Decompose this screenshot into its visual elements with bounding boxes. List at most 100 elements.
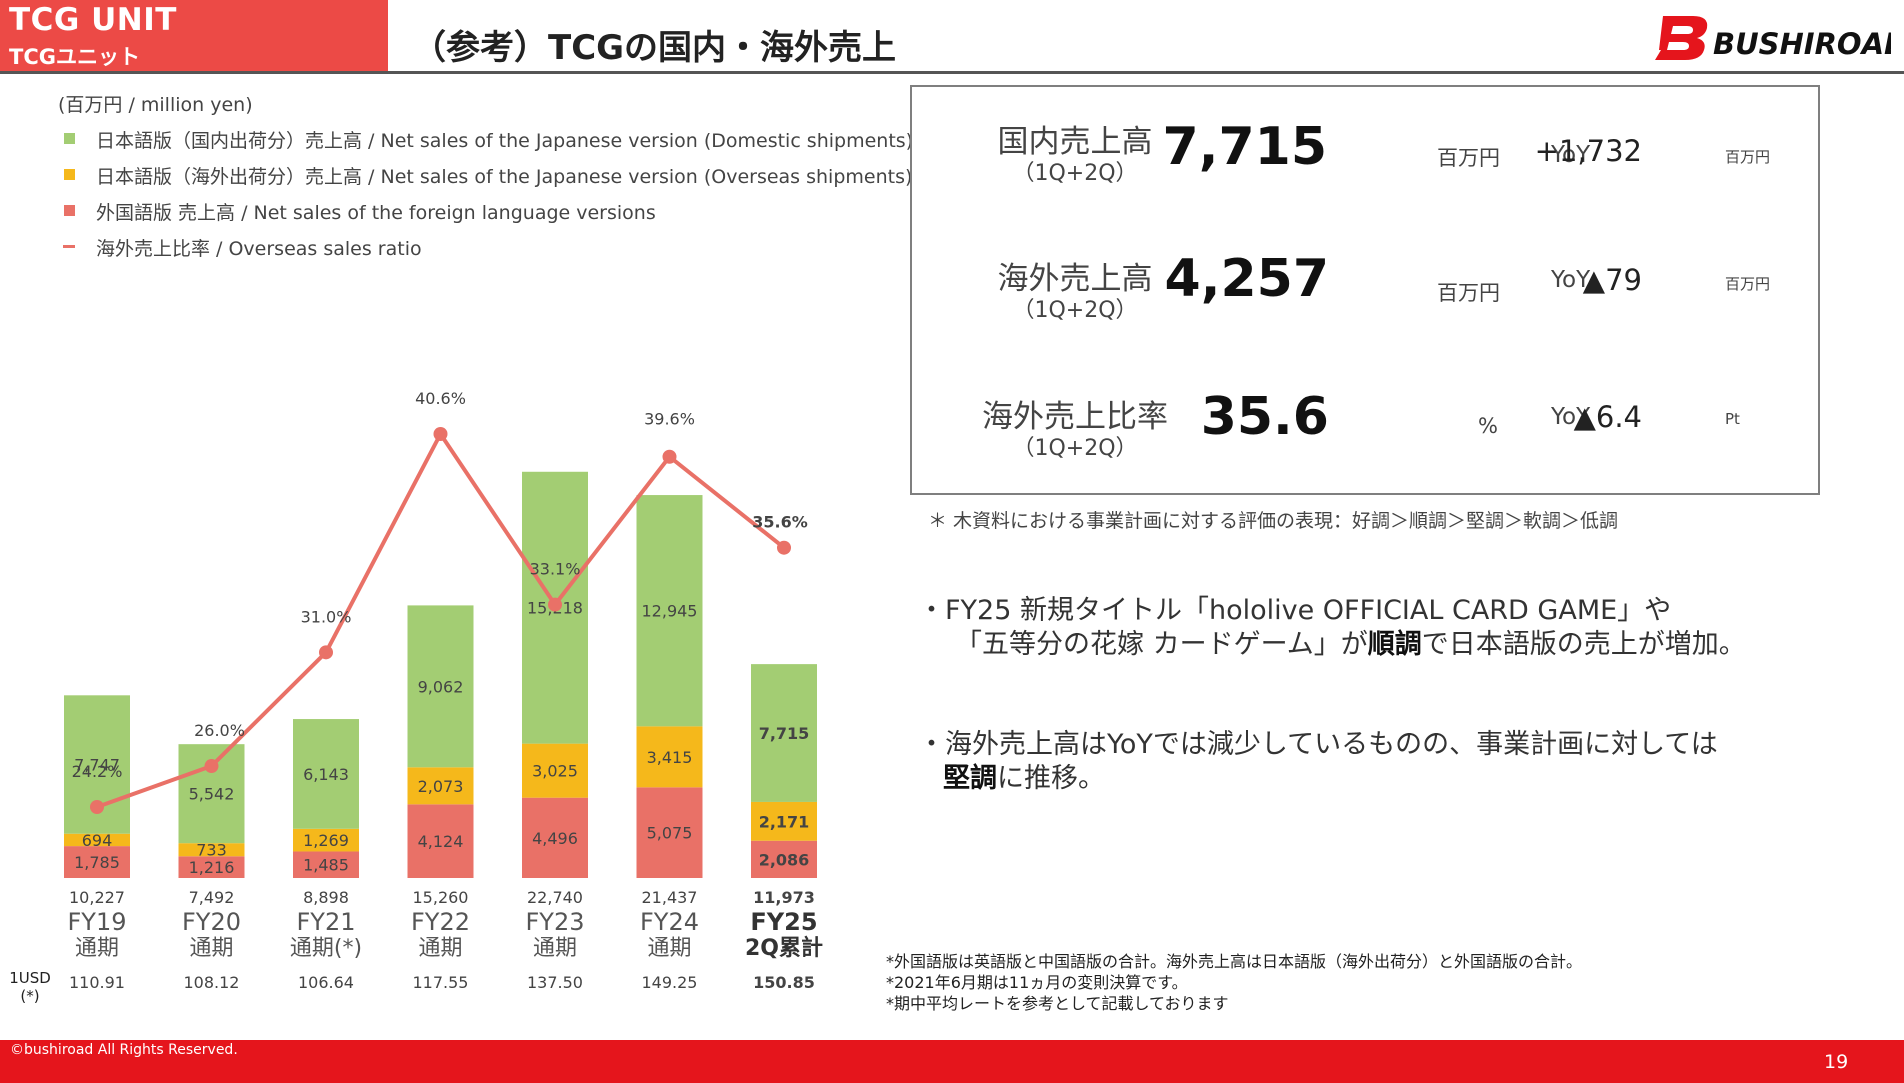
bar-label-foreign: 1,216 — [189, 858, 235, 877]
ratio-label: 40.6% — [415, 389, 466, 408]
bar-label-domestic: 7,715 — [759, 724, 810, 743]
kpi-value-domestic: 7,715 — [1162, 117, 1327, 177]
total-label: 7,492 — [189, 888, 235, 907]
fx-axis-label: 1USD — [9, 969, 51, 987]
bar-foreign — [522, 797, 588, 878]
legend-label-foreign: 外国語版 売上高 / Net sales of the foreign lang… — [96, 202, 656, 224]
ratio-label: 26.0% — [194, 721, 245, 740]
bar-label-overseas: 694 — [82, 831, 113, 850]
legend-label-overseas: 日本語版（海外出荷分）売上高 / Net sales of the Japane… — [96, 166, 913, 188]
ratio-point — [319, 645, 333, 660]
kpi-label-ratio: 海外売上比率 — [982, 399, 1168, 435]
footnote-2: *2021年6月期は11ヵ月の変則決算です。 — [886, 973, 1188, 992]
page-number: 19 — [1824, 1051, 1849, 1073]
kpi-yoy-value-domestic: +1,732 — [1534, 134, 1642, 168]
kpi-yoy-label-overseas: YoY — [1551, 267, 1591, 293]
bar-label-foreign: 4,496 — [532, 829, 578, 848]
legend-label-domestic: 日本語版（国内出荷分）売上高 / Net sales of the Japane… — [96, 130, 914, 152]
total-label: 10,227 — [69, 888, 125, 907]
category-label: 通期 — [189, 936, 233, 961]
bullet-2: ・海外売上高はYoYでは減少しているものの、事業計画に対しては 堅調に推移。 — [918, 728, 1718, 796]
kpi-unit-overseas: 百万円 — [1437, 281, 1500, 305]
kpi-yoy-value-ratio: ▲6.4 — [1573, 400, 1642, 434]
kpi-value-overseas: 4,257 — [1164, 249, 1329, 309]
kpi-yoy-unit-overseas: 百万円 — [1725, 275, 1771, 293]
bar-domestic — [636, 495, 703, 727]
ratio-point — [777, 540, 791, 555]
bar-label-overseas: 2,171 — [759, 812, 810, 831]
category-label: 通期 — [75, 936, 119, 961]
total-label: 15,260 — [413, 888, 469, 907]
bar-label-domestic: 6,143 — [303, 765, 349, 784]
bar-label-foreign: 1,785 — [74, 853, 120, 872]
bar-label-overseas: 3,415 — [647, 748, 693, 767]
total-label: 11,973 — [753, 888, 815, 907]
bar-label-foreign: 1,485 — [303, 856, 349, 875]
bar-foreign — [751, 840, 817, 878]
bullet-1-text-end: で日本語版の売上が増加。 — [1421, 629, 1746, 660]
ratio-point — [204, 759, 219, 774]
bar-overseas — [64, 833, 130, 847]
total-label: 21,437 — [642, 888, 698, 907]
footer-bar — [0, 1040, 1904, 1083]
fx-rate-label: 106.64 — [298, 973, 354, 992]
category-label: FY22 — [411, 908, 470, 936]
bar-foreign — [293, 851, 359, 878]
ratio-point — [548, 597, 562, 612]
bar-foreign — [64, 846, 130, 878]
category-label: 通期 — [533, 936, 577, 961]
category-label: 2Q累計 — [745, 935, 823, 961]
total-label: 22,740 — [527, 888, 583, 907]
kpi-sub-ratio: （1Q+2Q） — [1012, 436, 1138, 461]
category-label: 通期 — [418, 936, 462, 961]
copyright: ©bushiroad All Rights Reserved. — [10, 1042, 238, 1058]
bar-label-domestic: 7,747 — [74, 756, 120, 775]
footnotes: *外国語版は英語版と中国語版の合計。海外売上高は日本語版（海外出荷分）と外国語版… — [886, 951, 1582, 1014]
bar-label-foreign: 5,075 — [647, 824, 693, 843]
legend-swatch-ratio — [63, 245, 75, 248]
unit-title-en: TCG UNIT — [9, 2, 177, 38]
fx-rate-label: 110.91 — [69, 973, 125, 992]
ratio-point — [662, 449, 677, 464]
bar-overseas — [178, 843, 245, 857]
category-label: FY20 — [182, 908, 241, 936]
bullet-2-line-1: ・海外売上高はYoYでは減少しているものの、事業計画に対しては — [918, 729, 1718, 760]
bullet-1-line-1: ・FY25 新規タイトル「hololive OFFICIAL CARD GAME… — [918, 595, 1672, 626]
unit-badge: TCG UNIT TCGユニット — [0, 0, 388, 72]
logo-text: BUSHIROAD — [1713, 27, 1891, 61]
ratio-label: 33.1% — [530, 560, 581, 579]
bar-label-foreign: 2,086 — [759, 850, 810, 869]
kpi-panel: 国内売上高 （1Q+2Q） 7,715 百万円 YoY +1,732 百万円 海… — [910, 85, 1820, 495]
kpi-sub-overseas: （1Q+2Q） — [1012, 298, 1138, 323]
kpi-label-overseas: 海外売上高 — [997, 261, 1153, 297]
ratio-point — [433, 427, 448, 441]
kpi-yoy-unit-ratio: Pt — [1725, 410, 1740, 428]
logo-mark — [1655, 16, 1708, 60]
bullet-2-emphasis: 堅調 — [943, 763, 997, 794]
bar-label-overseas: 3,025 — [532, 762, 578, 781]
kpi-yoy-label-domestic: YoY — [1551, 142, 1591, 168]
bar-overseas — [636, 726, 703, 788]
header-divider — [0, 71, 1904, 74]
bar-overseas — [407, 767, 474, 805]
bushiroad-logo: BUSHIROAD — [1655, 16, 1891, 61]
bar-domestic — [407, 605, 474, 768]
bar-domestic — [293, 719, 359, 829]
evaluation-note: ＊ 木資料における事業計画に対する評価の表現：好調＞順調＞堅調＞軟調＞低調 — [928, 510, 1619, 532]
ratio-label: 35.6% — [752, 513, 808, 532]
bullet-1-emphasis: 順調 — [1367, 629, 1422, 660]
kpi-yoy-label-ratio: YoY — [1551, 404, 1591, 430]
unit-title-jp: TCGユニット — [9, 45, 140, 69]
fx-axis-label: (*) — [20, 987, 39, 1005]
ratio-label: 39.6% — [644, 410, 695, 429]
legend-swatch-overseas — [64, 169, 75, 180]
kpi-yoy-value-overseas: ▲79 — [1582, 263, 1642, 297]
bar-overseas — [293, 828, 359, 852]
footnote-3: *期中平均レートを参考として記載しております — [886, 994, 1229, 1013]
fx-rate-label: 108.12 — [184, 973, 240, 992]
category-label: FY24 — [640, 908, 699, 936]
bar-foreign — [178, 856, 245, 878]
legend-label-ratio: 海外売上比率 / Overseas sales ratio — [96, 238, 422, 260]
category-label: FY21 — [296, 908, 355, 936]
bar-label-overseas: 733 — [196, 841, 227, 860]
